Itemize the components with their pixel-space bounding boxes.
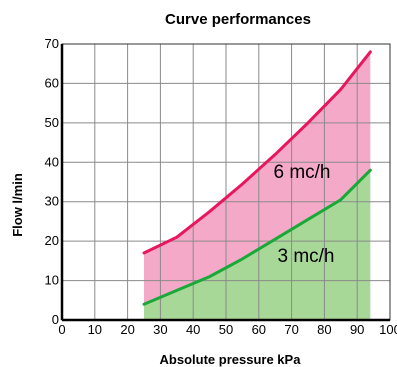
series-line-3-mc-h	[142, 168, 372, 306]
x-tick-label: 0	[58, 322, 65, 337]
x-tick-label: 50	[219, 322, 233, 337]
x-tick-label: 60	[252, 322, 266, 337]
area-3-mc-h	[144, 170, 371, 320]
y-tick-label: 40	[45, 154, 59, 169]
x-tick-labels: 0 10 20 30 40 50 60 70 80 90 100	[58, 322, 397, 337]
series-line-6-mc-h	[142, 50, 372, 255]
y-tick-label: 20	[45, 233, 59, 248]
x-tick-label: 90	[350, 322, 364, 337]
x-tick-label: 70	[284, 322, 298, 337]
y-tick-label: 10	[45, 273, 59, 288]
y-tick-label: 50	[45, 115, 59, 130]
x-tick-label: 80	[317, 322, 331, 337]
y-tick-label: 60	[45, 75, 59, 90]
y-axis-label: Flow l/min	[10, 173, 25, 237]
x-tick-label: 30	[153, 322, 167, 337]
x-tick-label: 40	[186, 322, 200, 337]
series-labels: 6 mc/h 3 mc/h	[273, 162, 334, 267]
y-tick-label: 0	[52, 312, 59, 327]
axes	[60, 43, 391, 322]
series-lines	[142, 50, 372, 306]
y-tick-label: 30	[45, 194, 59, 209]
x-tick-label: 20	[120, 322, 134, 337]
series-label-3-mc-h: 3 mc/h	[277, 246, 334, 267]
x-tick-label: 100	[379, 322, 397, 337]
series-label-6-mc-h: 6 mc/h	[273, 162, 330, 183]
y-tick-label: 70	[45, 36, 59, 51]
y-tick-labels: 0 10 20 30 40 50 60 70	[45, 36, 59, 327]
x-tick-label: 10	[88, 322, 102, 337]
x-axis-label: Absolute pressure kPa	[160, 352, 302, 367]
chart-title: Curve performances	[165, 11, 311, 28]
